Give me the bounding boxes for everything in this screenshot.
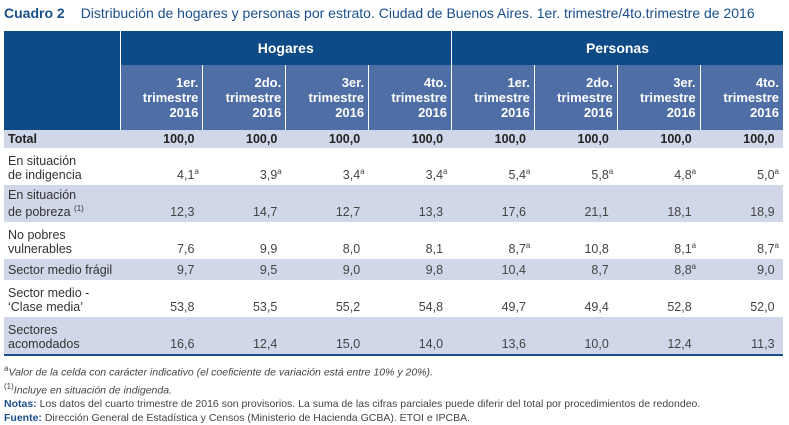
table-cell: 9,0a: [286, 259, 369, 280]
table-cell: 18,1a: [617, 185, 700, 222]
table-cell: 11,3a: [700, 317, 783, 355]
table-cell: 17,6a: [452, 185, 535, 222]
table-cell: 14,0a: [369, 317, 452, 355]
table-cell: 9,5a: [203, 259, 286, 280]
table-number: Cuadro 2: [4, 5, 65, 21]
table-cell: 54,8a: [369, 280, 452, 317]
table-cell: 13,6a: [452, 317, 535, 355]
table-row: No pobresvulnerables7,6a9,9a8,0a8,1a8,7a…: [4, 222, 783, 259]
table-cell: 49,7a: [452, 280, 535, 317]
table-cell: 4,1a: [120, 148, 203, 185]
table-cell: 52,0a: [700, 280, 783, 317]
table-cell: 8,8a: [617, 259, 700, 280]
table-cell: 4,8a: [617, 148, 700, 185]
table-cell: 8,7a: [452, 222, 535, 259]
source: Fuente: Dirección General de Estadística…: [4, 412, 700, 425]
table-cell: 8,7a: [700, 222, 783, 259]
table-cell: 5,0a: [700, 148, 783, 185]
table-row: Sector medio -‘Clase media’53,8a53,5a55,…: [4, 280, 783, 317]
table-cell: 100,0a: [120, 130, 203, 148]
footnotes: aValor de la celda con carácter indicati…: [4, 362, 700, 425]
table-cell: 10,8a: [534, 222, 617, 259]
table-cell: 21,1a: [534, 185, 617, 222]
footnote-a: aValor de la celda con carácter indicati…: [4, 362, 700, 380]
table-cell: 100,0a: [452, 130, 535, 148]
row-label: Sector medio frágil: [4, 259, 120, 280]
table-caption: Distribución de hogares y personas por e…: [81, 5, 755, 21]
table-cell: 15,0a: [286, 317, 369, 355]
table-cell: 9,7a: [120, 259, 203, 280]
table-cell: 12,3a: [120, 185, 203, 222]
table-cell: 53,8a: [120, 280, 203, 317]
table-cell: 8,1a: [617, 222, 700, 259]
table-cell: 13,3a: [369, 185, 452, 222]
table-cell: 9,0a: [700, 259, 783, 280]
table-cell: 8,0a: [286, 222, 369, 259]
table-cell: 9,8a: [369, 259, 452, 280]
table-cell: 52,8a: [617, 280, 700, 317]
table-row: Sector medio frágil9,7a9,5a9,0a9,8a10,4a…: [4, 259, 783, 280]
row-label: Total: [4, 130, 120, 148]
table-cell: 100,0a: [617, 130, 700, 148]
table-cell: 12,4a: [203, 317, 286, 355]
group-header-personas: Personas: [452, 31, 784, 65]
table-cell: 5,4a: [452, 148, 535, 185]
table-cell: 49,4a: [534, 280, 617, 317]
header-corner: [4, 31, 120, 130]
table-cell: 18,9a: [700, 185, 783, 222]
table-title: Cuadro 2 Distribución de hogares y person…: [4, 5, 755, 21]
table-cell: 5,8a: [534, 148, 617, 185]
table-cell: 3,4a: [369, 148, 452, 185]
table-cell: 12,4a: [617, 317, 700, 355]
table-row: Total100,0a100,0a100,0a100,0a100,0a100,0…: [4, 130, 783, 148]
table-cell: 16,6a: [120, 317, 203, 355]
table-cell: 3,9a: [203, 148, 286, 185]
notes: Notas: Los datos del cuarto trimestre de…: [4, 398, 700, 412]
table-cell: 100,0a: [534, 130, 617, 148]
table-cell: 8,7a: [534, 259, 617, 280]
table-cell: 7,6a: [120, 222, 203, 259]
table-cell: 3,4a: [286, 148, 369, 185]
footnote-1: (1)Incluye en situación de indigenda.: [4, 380, 700, 398]
table-cell: 10,0a: [534, 317, 617, 355]
table-cell: 100,0a: [369, 130, 452, 148]
table-cell: 9,9a: [203, 222, 286, 259]
row-label: Sector medio -‘Clase media’: [4, 280, 120, 317]
group-header-hogares: Hogares: [120, 31, 452, 65]
table-cell: 8,1a: [369, 222, 452, 259]
table-cell: 55,2a: [286, 280, 369, 317]
table-cell: 100,0a: [286, 130, 369, 148]
table-cell: 12,7a: [286, 185, 369, 222]
table-row: Sectoresacomodados16,6a12,4a15,0a14,0a13…: [4, 317, 783, 355]
table-cell: 14,7a: [203, 185, 286, 222]
table-cell: 53,5a: [203, 280, 286, 317]
table-cell: 10,4a: [452, 259, 535, 280]
table-cell: 100,0a: [203, 130, 286, 148]
table-cell: 100,0a: [700, 130, 783, 148]
